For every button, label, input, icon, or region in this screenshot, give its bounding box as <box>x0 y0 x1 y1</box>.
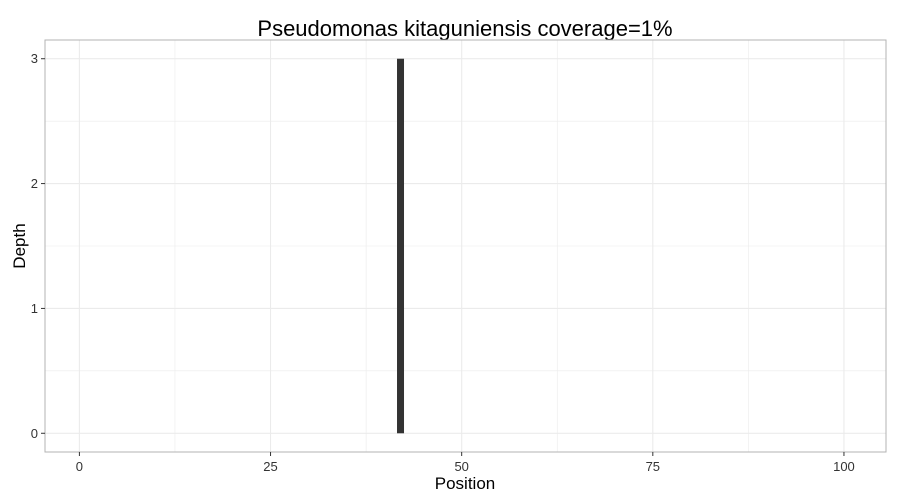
coverage-bar <box>397 58 405 434</box>
plot-panel <box>44 39 887 453</box>
chart-title: Pseudomonas kitaguniensis coverage=1% <box>257 16 672 41</box>
x-axis: 0 25 50 75 100 <box>76 452 855 474</box>
y-axis-title: Depth <box>10 223 29 268</box>
y-tick-label: 3 <box>31 51 38 66</box>
y-tick-label: 1 <box>31 301 38 316</box>
panel-border <box>44 39 887 453</box>
grid-lines <box>45 40 886 452</box>
y-tick-label: 0 <box>31 426 38 441</box>
x-tick-label: 50 <box>454 459 468 474</box>
x-tick-label: 75 <box>646 459 660 474</box>
data-bars <box>397 58 405 434</box>
x-axis-title: Position <box>435 474 495 493</box>
y-tick-label: 2 <box>31 176 38 191</box>
y-axis: 0 1 2 3 <box>31 51 45 441</box>
x-tick-label: 0 <box>76 459 83 474</box>
x-tick-label: 25 <box>263 459 277 474</box>
x-tick-label: 100 <box>833 459 855 474</box>
